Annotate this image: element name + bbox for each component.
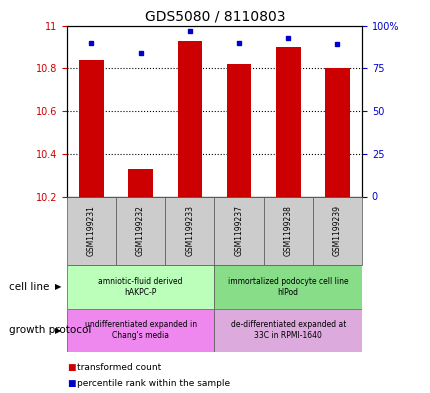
Text: cell line: cell line <box>9 282 49 292</box>
Bar <box>116 196 165 265</box>
Text: ■: ■ <box>67 379 75 387</box>
Bar <box>79 60 104 196</box>
Text: immortalized podocyte cell line
hIPod: immortalized podocyte cell line hIPod <box>227 277 348 297</box>
Bar <box>324 68 349 196</box>
Bar <box>67 265 214 309</box>
Text: growth protocol: growth protocol <box>9 325 91 335</box>
Text: ▶: ▶ <box>55 283 61 291</box>
Text: percentile rank within the sample: percentile rank within the sample <box>77 379 229 387</box>
Text: ■: ■ <box>67 363 75 372</box>
Bar <box>214 309 361 352</box>
Bar <box>214 196 263 265</box>
Text: undifferentiated expanded in
Chang's media: undifferentiated expanded in Chang's med… <box>84 320 196 340</box>
Bar <box>165 196 214 265</box>
Text: GSM1199239: GSM1199239 <box>332 206 341 256</box>
Bar <box>275 47 300 196</box>
Bar <box>312 196 361 265</box>
Bar <box>214 265 361 309</box>
Text: GSM1199237: GSM1199237 <box>234 206 243 256</box>
Bar <box>128 169 153 196</box>
Text: GSM1199231: GSM1199231 <box>87 206 96 256</box>
Bar <box>263 196 312 265</box>
Bar <box>226 64 251 196</box>
Text: GSM1199238: GSM1199238 <box>283 206 292 256</box>
Bar <box>177 40 202 196</box>
Bar <box>67 196 116 265</box>
Text: ▶: ▶ <box>55 326 61 334</box>
Text: amniotic-fluid derived
hAKPC-P: amniotic-fluid derived hAKPC-P <box>98 277 182 297</box>
Text: GDS5080 / 8110803: GDS5080 / 8110803 <box>145 10 285 24</box>
Text: GSM1199232: GSM1199232 <box>136 206 145 256</box>
Text: transformed count: transformed count <box>77 363 160 372</box>
Text: de-differentiated expanded at
33C in RPMI-1640: de-differentiated expanded at 33C in RPM… <box>230 320 345 340</box>
Bar <box>67 309 214 352</box>
Text: GSM1199233: GSM1199233 <box>185 206 194 256</box>
